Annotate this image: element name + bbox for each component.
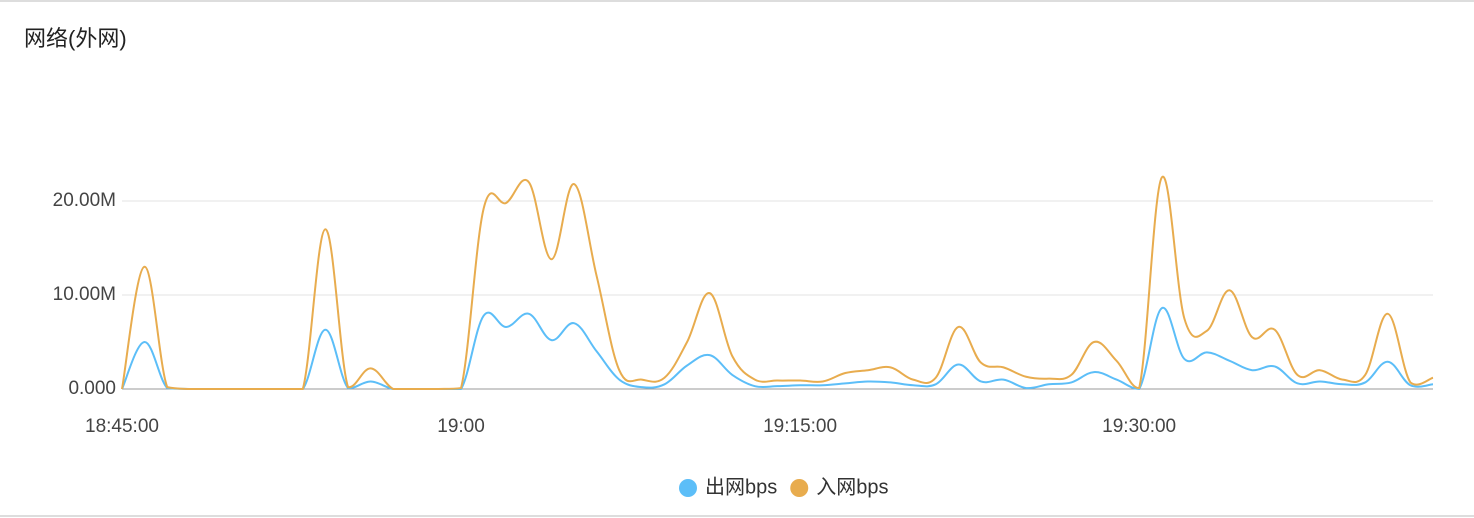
y-tick-label: 0.000 — [68, 378, 116, 399]
x-tick-label: 19:30:00 — [1102, 416, 1176, 437]
y-tick-label: 10.00M — [53, 284, 116, 305]
legend-label: 入网bps — [816, 476, 888, 498]
legend-label: 出网bps — [705, 475, 777, 498]
legend-swatch — [790, 479, 809, 497]
series-line — [121, 175, 1434, 390]
series-line — [121, 307, 1434, 391]
legend-swatch — [679, 479, 697, 497]
chart-title: 网络(外网) — [24, 26, 127, 51]
x-tick-label: 19:00 — [437, 416, 485, 437]
x-tick-label: 19:15:00 — [763, 416, 837, 437]
y-tick-label: 20.00M — [53, 190, 116, 211]
x-tick-label: 18:45:00 — [85, 416, 159, 437]
